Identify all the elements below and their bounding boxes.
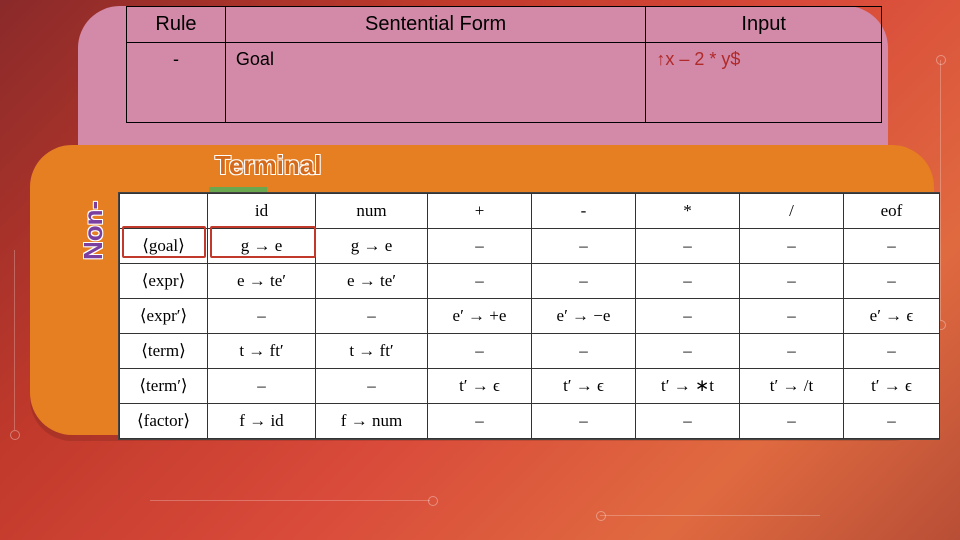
table-header-row: Rule Sentential Form Input: [127, 7, 882, 43]
decoration: [600, 515, 820, 516]
table-row: - Goal ↑x – 2 * y$: [127, 43, 882, 123]
parse-table: id num + - * / eof ⟨goal⟩g → eg → e–––––…: [119, 193, 940, 439]
col-header-sentential-form: Sentential Form: [225, 7, 645, 43]
table-cell: e → te′: [208, 264, 316, 299]
non-terminal-label: Non-: [78, 201, 109, 260]
col-header: +: [428, 194, 532, 229]
table-cell: –: [532, 334, 636, 369]
col-header: num: [316, 194, 428, 229]
decoration: [428, 496, 438, 506]
row-header: ⟨goal⟩: [120, 229, 208, 264]
col-header: /: [740, 194, 844, 229]
table-cell: –: [844, 264, 940, 299]
decoration: [596, 511, 606, 521]
table-cell: e′ → −e: [532, 299, 636, 334]
row-header: ⟨factor⟩: [120, 404, 208, 439]
table-cell: –: [428, 404, 532, 439]
table-cell: e′ → ϵ: [844, 299, 940, 334]
cell-input: ↑x – 2 * y$: [646, 43, 882, 123]
table-cell: –: [844, 404, 940, 439]
table-cell: –: [740, 404, 844, 439]
cell-sentential-form: Goal: [225, 43, 645, 123]
col-header: -: [532, 194, 636, 229]
table-row: ⟨expr′⟩––e′ → +ee′ → −e––e′ → ϵ: [120, 299, 940, 334]
col-header-rule: Rule: [127, 7, 226, 43]
table-cell: f → id: [208, 404, 316, 439]
row-header: ⟨term⟩: [120, 334, 208, 369]
table-row: ⟨expr⟩e → te′e → te′–––––: [120, 264, 940, 299]
table-cell: –: [636, 229, 740, 264]
table-cell: –: [428, 264, 532, 299]
row-header: ⟨term′⟩: [120, 369, 208, 404]
table-row: ⟨term′⟩––t′ → ϵt′ → ϵt′ → ∗tt′ → /tt′ → …: [120, 369, 940, 404]
terminal-label: Terminal: [215, 150, 321, 181]
table-cell: –: [636, 264, 740, 299]
table-row: ⟨goal⟩g → eg → e–––––: [120, 229, 940, 264]
table-cell: –: [316, 369, 428, 404]
table-cell: t → ft′: [208, 334, 316, 369]
table-cell: g → e: [208, 229, 316, 264]
table-cell: –: [740, 334, 844, 369]
table-cell: –: [208, 369, 316, 404]
table-cell: –: [636, 404, 740, 439]
table-cell: –: [428, 334, 532, 369]
cell-rule: -: [127, 43, 226, 123]
table-cell: –: [740, 299, 844, 334]
table-cell: t′ → /t: [740, 369, 844, 404]
table-cell: t → ft′: [316, 334, 428, 369]
decoration: [936, 55, 946, 65]
table-cell: –: [636, 299, 740, 334]
table-cell: f → num: [316, 404, 428, 439]
parse-table-panel: id num + - * / eof ⟨goal⟩g → eg → e–––––…: [118, 192, 940, 440]
table-cell: e′ → +e: [428, 299, 532, 334]
table-cell: –: [428, 229, 532, 264]
table-row: ⟨term⟩t → ft′t → ft′–––––: [120, 334, 940, 369]
table-cell: t′ → ϵ: [844, 369, 940, 404]
table-cell: –: [636, 334, 740, 369]
table-cell: –: [316, 299, 428, 334]
slide-root: Rule Sentential Form Input - Goal ↑x – 2…: [0, 0, 960, 540]
table-cell: –: [844, 229, 940, 264]
table-cell: –: [740, 264, 844, 299]
table-cell: t′ → ϵ: [532, 369, 636, 404]
col-header: id: [208, 194, 316, 229]
corner-cell: [120, 194, 208, 229]
table-cell: e → te′: [316, 264, 428, 299]
row-header: ⟨expr′⟩: [120, 299, 208, 334]
decoration: [940, 60, 941, 320]
table-cell: g → e: [316, 229, 428, 264]
table-cell: –: [844, 334, 940, 369]
table-cell: t′ → ϵ: [428, 369, 532, 404]
col-header: eof: [844, 194, 940, 229]
decoration: [10, 430, 20, 440]
decoration: [14, 250, 15, 430]
top-table: Rule Sentential Form Input - Goal ↑x – 2…: [126, 6, 882, 123]
table-row: ⟨factor⟩f → idf → num–––––: [120, 404, 940, 439]
col-header: *: [636, 194, 740, 229]
table-cell: –: [740, 229, 844, 264]
table-header-row: id num + - * / eof: [120, 194, 940, 229]
table-cell: –: [532, 264, 636, 299]
col-header-input: Input: [646, 7, 882, 43]
row-header: ⟨expr⟩: [120, 264, 208, 299]
table-cell: –: [532, 404, 636, 439]
table-cell: t′ → ∗t: [636, 369, 740, 404]
decoration: [150, 500, 430, 501]
table-cell: –: [532, 229, 636, 264]
table-cell: –: [208, 299, 316, 334]
